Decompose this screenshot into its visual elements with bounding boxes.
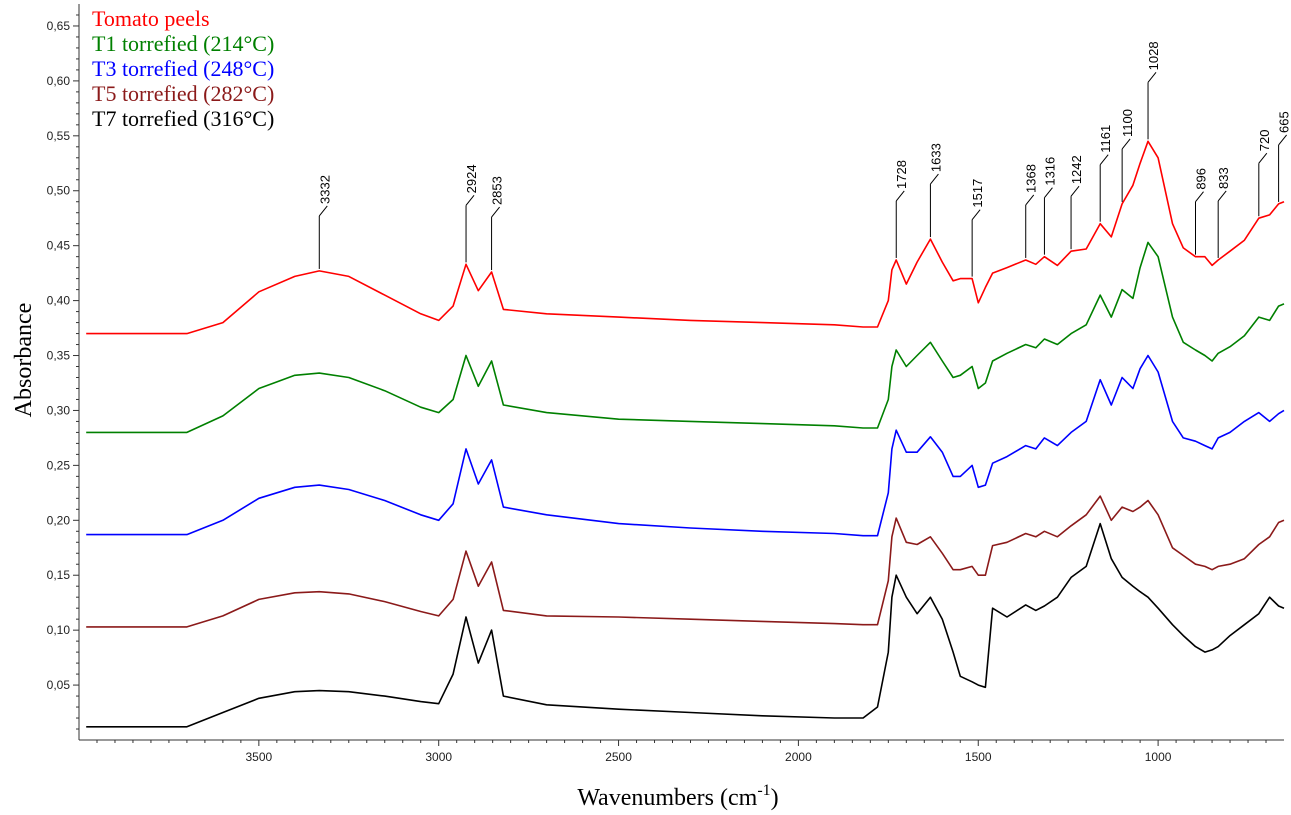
peak-label: 1517 (970, 179, 985, 208)
x-tick-label: 2500 (605, 750, 632, 764)
y-tick-label: 0,65 (47, 19, 71, 33)
legend-entry: Tomato peels (92, 6, 210, 31)
peak-label: 1633 (928, 143, 943, 172)
peak-label: 665 (1277, 111, 1291, 133)
x-tick-label: 1500 (965, 750, 992, 764)
series-line-4 (86, 495, 1285, 628)
peak-leader-tail (1121, 138, 1131, 150)
peak-leader-tail (1044, 187, 1053, 198)
peak-label: 720 (1257, 130, 1272, 152)
peak-label: 1161 (1098, 125, 1113, 153)
y-tick-label: 0,30 (47, 403, 71, 417)
y-tick-label: 0,20 (47, 513, 71, 527)
peak-leader-tail (930, 173, 939, 185)
series-line-5 (86, 522, 1285, 728)
peak-label: 1242 (1069, 155, 1084, 184)
peak-leader-tail (895, 190, 905, 202)
legend-entry: T7 torrefied (316°C) (92, 106, 274, 131)
peak-label: 3332 (317, 175, 332, 204)
peak-label: 1028 (1146, 41, 1161, 70)
y-tick-label: 0,35 (47, 349, 71, 363)
x-axis-ticks: 3500 3000 2500 2000 1500 1000 (96, 740, 1267, 764)
peak-leader-tail (465, 195, 475, 206)
peak-leader-tail (1147, 72, 1157, 83)
y-tick-label: 0,15 (47, 568, 71, 582)
x-tick-label: 3500 (245, 750, 272, 764)
peak-leader-tail (318, 205, 328, 217)
peak-annotations: 3332 2924 2853 1728 1633 1517 1368 1316 1242 1161… (317, 41, 1291, 277)
peak-label: 896 (1194, 168, 1209, 190)
peak-leader-tail (1195, 191, 1204, 202)
y-tick-label: 0,50 (47, 184, 71, 198)
x-tick-label: 1000 (1145, 750, 1172, 764)
peak-leader-tail (1099, 154, 1109, 166)
axes (78, 4, 1284, 741)
peak-leader-tail (1025, 194, 1035, 206)
peak-leader-tail (1217, 190, 1227, 202)
peak-label: 1368 (1024, 164, 1039, 193)
x-axis-title-main: Wavenumbers (cm (577, 785, 757, 811)
peak-label: 1728 (894, 160, 909, 189)
series-line-2 (86, 241, 1285, 434)
x-tick-label: 3000 (425, 750, 452, 764)
peak-label: 2853 (490, 176, 505, 205)
peak-label: 833 (1216, 167, 1231, 189)
y-tick-label: 0,45 (47, 239, 71, 253)
legend-entry: T1 torrefied (214°C) (92, 31, 274, 56)
y-tick-label: 0,55 (47, 129, 71, 143)
peak-label: 1316 (1042, 157, 1057, 186)
y-tick-label: 0,25 (47, 458, 71, 472)
peak-leader-tail (1258, 152, 1268, 164)
peak-label: 2924 (464, 164, 479, 193)
x-axis-title-close: ) (771, 785, 779, 811)
x-tick-label: 2000 (785, 750, 812, 764)
legend-entry: T3 torrefied (248°C) (92, 56, 274, 81)
series-lines (86, 140, 1285, 728)
peak-leader-tail (1278, 134, 1287, 146)
peak-label: 1100 (1120, 109, 1135, 137)
peak-leader-tail (971, 209, 981, 220)
legend-entry: T5 torrefied (282°C) (92, 81, 274, 106)
series-line-1 (86, 140, 1285, 335)
y-tick-label: 0,05 (47, 678, 71, 692)
x-axis-title: Wavenumbers (cm-1) (577, 782, 778, 811)
y-axis-title: Absorbance (11, 303, 37, 418)
peak-leader-tail (491, 206, 500, 218)
y-axis-ticks: 0,05 0,10 0,15 0,20 0,25 0,30 0,35 0,40 0,45 0,50… (47, 14, 79, 730)
peak-leader-tail (1070, 185, 1080, 197)
series-line-3 (86, 354, 1285, 537)
x-axis-title-superscript: -1 (757, 782, 770, 799)
y-tick-label: 0,10 (47, 623, 71, 637)
y-tick-label: 0,40 (47, 294, 71, 308)
y-tick-label: 0,60 (47, 74, 71, 88)
